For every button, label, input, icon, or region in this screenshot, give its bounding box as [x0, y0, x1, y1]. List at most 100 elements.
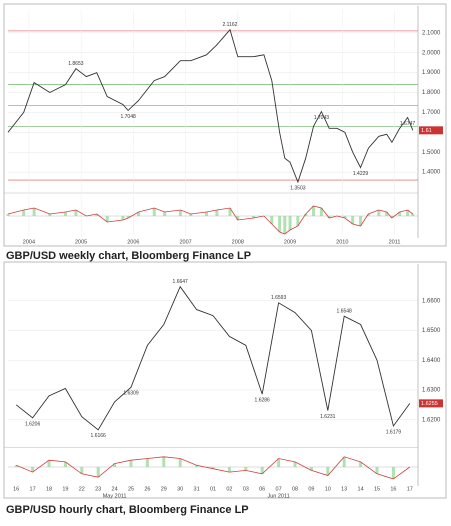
x-tick-label: 17	[407, 486, 413, 492]
indicator-bar	[377, 210, 381, 216]
x-tick-label: 17	[30, 486, 36, 492]
indicator-bar	[163, 212, 167, 216]
y-tick-label: 1.6300	[422, 388, 441, 394]
indicator-bar	[129, 460, 133, 467]
x-tick-label: 30	[177, 486, 183, 492]
indicator-bar	[359, 216, 363, 226]
price-annotation: 1.3503	[290, 185, 306, 191]
y-tick-label: 1.6600	[422, 298, 441, 304]
period-label: May 2011	[103, 493, 127, 499]
x-tick-label: 24	[112, 486, 118, 492]
indicator-bar	[278, 216, 282, 232]
price-annotation: 1.6309	[123, 391, 139, 397]
price-annotation: 1.6548	[337, 309, 353, 315]
x-tick-label: 25	[128, 486, 134, 492]
indicator-bar	[211, 467, 215, 469]
price-line	[7, 28, 414, 184]
indicator-bar	[244, 467, 248, 471]
x-tick-label: 29	[161, 486, 167, 492]
x-tick-label: 2006	[127, 239, 139, 245]
indicator-bar	[80, 467, 84, 474]
indicator-bar	[309, 467, 313, 471]
indicator-bar	[277, 458, 281, 467]
indicator-bar	[47, 460, 51, 467]
indicator-bar	[283, 216, 287, 234]
indicator-bar	[227, 467, 231, 473]
indicator-bar	[236, 216, 240, 220]
x-tick-label: 02	[226, 486, 232, 492]
indicator-bar	[74, 210, 78, 216]
x-tick-label: 10	[325, 486, 331, 492]
price-annotation: 1.6593	[271, 295, 287, 301]
x-tick-label: 16	[13, 486, 19, 492]
last-price-label: 1.6255	[421, 401, 438, 407]
price-annotation: 1.6166	[91, 433, 107, 439]
indicator-bar	[31, 467, 35, 473]
indicator-bar	[95, 214, 99, 216]
indicator-bar	[22, 210, 26, 216]
indicator-bar	[162, 456, 166, 467]
x-tick-label: 2011	[389, 239, 401, 245]
price-annotation: 1.6179	[386, 429, 402, 435]
x-tick-label: 16	[390, 486, 396, 492]
price-annotation: 1.6647	[173, 279, 189, 285]
indicator-bar	[312, 206, 316, 216]
x-tick-label: 07	[276, 486, 282, 492]
indicator-bar	[391, 467, 395, 479]
x-tick-label: 14	[358, 486, 364, 492]
y-tick-label: 1.6200	[422, 417, 441, 423]
price-annotation: 1.6286	[255, 397, 271, 403]
price-annotation: 2.1162	[223, 22, 238, 28]
indicator-bar	[288, 216, 292, 230]
y-tick-label: 1.5000	[422, 150, 441, 156]
x-tick-label: 2008	[232, 239, 244, 245]
indicator-bar	[293, 461, 297, 467]
indicator-bar	[251, 216, 255, 218]
indicator-bar	[326, 467, 330, 476]
y-tick-label: 1.6400	[422, 358, 441, 364]
x-tick-label: 03	[243, 486, 249, 492]
indicator-bar	[48, 214, 52, 216]
indicator-bar	[319, 208, 323, 216]
indicator-line	[7, 205, 414, 235]
y-tick-label: 1.9000	[422, 70, 441, 76]
y-tick-label: 2.1000	[422, 30, 441, 36]
last-price-box	[419, 126, 443, 135]
indicator-bar	[145, 458, 149, 467]
indicator-bar	[228, 208, 232, 216]
indicator-bar	[327, 216, 331, 218]
y-tick-label: 1.8000	[422, 90, 441, 96]
indicator-bar	[260, 467, 264, 474]
price-annotation: 1.7043	[314, 115, 330, 121]
y-tick-label: 2.0000	[422, 50, 441, 56]
indicator-bar	[6, 214, 10, 216]
y-tick-label: 1.6500	[422, 328, 441, 334]
x-tick-label: 09	[308, 486, 314, 492]
indicator-bar	[351, 216, 355, 224]
indicator-bar	[96, 467, 100, 478]
indicator-bar	[342, 456, 346, 467]
chart-frame	[3, 3, 447, 247]
x-tick-label: 23	[95, 486, 101, 492]
x-tick-label: 22	[79, 486, 85, 492]
indicator-bar	[126, 216, 130, 218]
indicator-bar	[411, 214, 415, 216]
indicator-bar	[137, 212, 141, 216]
indicator-bar	[304, 214, 308, 216]
indicator-bar	[366, 214, 370, 216]
x-tick-label: 2009	[284, 239, 296, 245]
price-annotation: 1.7048	[120, 114, 136, 120]
indicator-bar	[385, 212, 389, 216]
indicator-bar	[121, 216, 125, 220]
x-tick-label: 18	[46, 486, 52, 492]
last-price-label: 1.61	[421, 128, 432, 134]
y-tick-label: 1.7000	[422, 110, 441, 116]
indicator-bar	[14, 465, 18, 467]
indicator-bar	[398, 212, 402, 216]
indicator-bar	[63, 461, 67, 467]
indicator-bar	[195, 465, 199, 467]
indicator-bar	[296, 216, 300, 226]
indicator-bar	[178, 210, 182, 216]
price-line	[15, 285, 411, 431]
